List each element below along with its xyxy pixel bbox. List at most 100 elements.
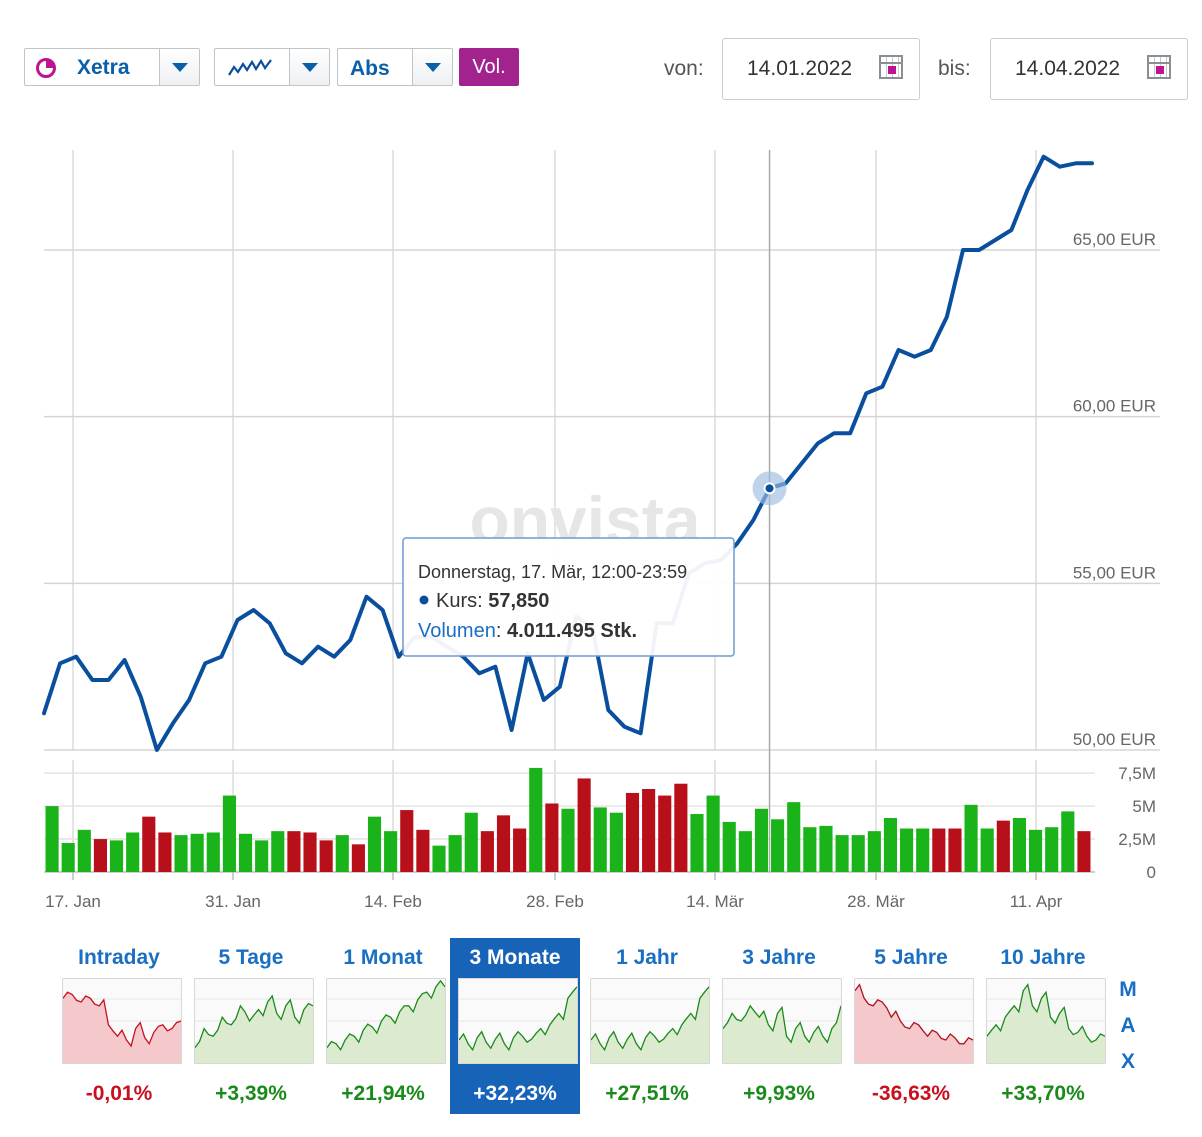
from-date-field[interactable]: 14.01.2022	[722, 38, 920, 100]
period-change: +27,51%	[605, 1082, 689, 1105]
period-tab[interactable]: 5 Jahre -36,63%	[846, 938, 976, 1114]
period-label: 5 Jahre	[874, 946, 948, 969]
volume-bar	[45, 806, 59, 872]
pie-chart-icon	[36, 58, 56, 78]
period-thumbnail	[590, 978, 710, 1064]
calendar-icon[interactable]	[879, 55, 903, 79]
chevron-down-icon[interactable]	[289, 49, 329, 85]
volume-bars	[45, 767, 1091, 872]
volume-bar	[303, 832, 317, 872]
chevron-down-icon[interactable]	[159, 49, 199, 85]
period-thumbnail	[854, 978, 974, 1064]
to-date-field[interactable]: 14.04.2022	[990, 38, 1188, 100]
period-change: +32,23%	[473, 1082, 557, 1105]
period-tab[interactable]: 10 Jahre +33,70%	[978, 938, 1108, 1114]
y-axis-labels: 50,00 EUR 55,00 EUR 60,00 EUR 65,00 EUR	[1073, 230, 1156, 749]
period-tab[interactable]: Intraday -0,01%	[54, 938, 184, 1114]
period-tab[interactable]: 3 Jahre +9,93%	[714, 938, 844, 1114]
volume-bar	[771, 819, 785, 872]
volume-bar	[238, 833, 253, 872]
volume-bar	[593, 807, 607, 872]
chart-toolbar: Xetra Abs Vol. von: 14.01.2022 bis: 14.0…	[0, 0, 1202, 110]
to-label: bis:	[938, 57, 971, 80]
exchange-dropdown[interactable]: Xetra	[24, 48, 200, 86]
volume-bar	[738, 831, 752, 872]
calendar-icon[interactable]	[1147, 55, 1171, 79]
scale-mode-dropdown[interactable]: Abs	[337, 48, 453, 86]
period-tab[interactable]: 5 Tage +3,39%	[186, 938, 316, 1114]
volume-bar	[867, 831, 881, 872]
volume-bar	[529, 767, 543, 872]
period-label: Intraday	[78, 946, 160, 969]
volume-bar	[335, 835, 349, 872]
volume-bar	[287, 831, 301, 872]
volume-bar	[367, 816, 382, 872]
volume-bar	[948, 828, 962, 872]
volume-bar	[787, 802, 801, 872]
volume-bar	[851, 835, 865, 872]
bullet-icon	[419, 595, 429, 605]
volume-bar	[190, 833, 204, 872]
highlight-point[interactable]	[763, 482, 776, 495]
period-label: 3 Monate	[469, 946, 561, 969]
price-line	[42, 154, 1094, 752]
tooltip-kurs-value: 57,850	[488, 590, 549, 612]
volume-bar	[964, 804, 978, 872]
volume-bar	[480, 831, 494, 872]
volume-bar	[464, 812, 478, 872]
volume-bar	[496, 815, 511, 872]
volume-bar	[174, 835, 188, 872]
x-tick-label: 14. Mär	[686, 892, 744, 911]
volume-bar	[819, 825, 833, 872]
tooltip: Donnerstag, 17. Mär, 12:00-23:59 Kurs: 5…	[402, 537, 735, 657]
period-tab[interactable]: 3 Monate +32,23%	[450, 938, 580, 1114]
period-label: 1 Jahr	[616, 946, 678, 969]
y-tick-label: 60,00 EUR	[1073, 397, 1156, 416]
volume-bar	[561, 808, 575, 872]
from-label: von:	[664, 57, 704, 80]
period-thumbnail	[458, 978, 578, 1064]
volume-bar	[690, 814, 704, 872]
chevron-down-icon[interactable]	[412, 49, 452, 85]
period-thumbnail	[62, 978, 182, 1064]
period-tab[interactable]: 1 Monat +21,94%	[318, 938, 448, 1114]
volume-toggle-button[interactable]: Vol.	[459, 48, 519, 86]
period-label: 3 Jahre	[742, 946, 816, 969]
volume-bar	[416, 829, 430, 872]
period-thumbnail	[326, 978, 446, 1064]
volume-bar	[1012, 817, 1027, 872]
period-change: -0,01%	[85, 1082, 153, 1105]
x-axis-labels: 17. Jan 31. Jan 14. Feb 28. Feb 14. Mär 28. M…	[45, 872, 1063, 911]
volume-bar	[255, 840, 269, 872]
volume-bar	[545, 803, 559, 872]
volume-bar	[642, 788, 656, 872]
y-tick-label: 55,00 EUR	[1073, 563, 1156, 582]
volume-bar	[722, 821, 736, 872]
x-tick-label: 28. Mär	[847, 892, 905, 911]
period-change: +3,39%	[215, 1082, 287, 1105]
volume-bar	[61, 843, 75, 872]
to-date-value: 14.04.2022	[1015, 57, 1121, 80]
period-selector: Intraday -0,01% 5 Tage +3,39% 1 Monat +21,94%…	[0, 938, 1202, 1128]
volume-bar	[803, 827, 817, 872]
volume-bar	[206, 832, 220, 872]
max-period-link[interactable]: M A X	[1119, 978, 1137, 1073]
volume-bar	[674, 783, 688, 872]
volume-bar	[222, 795, 236, 872]
volume-tick-label: 0	[1147, 863, 1156, 882]
volume-bar	[609, 812, 623, 872]
period-label: 5 Tage	[218, 946, 284, 969]
chart-type-dropdown[interactable]	[214, 48, 330, 86]
y-tick-label: 65,00 EUR	[1073, 230, 1156, 249]
period-change: +21,94%	[341, 1082, 425, 1105]
volume-tick-label: 2,5M	[1118, 830, 1156, 849]
y-tick-label: 50,00 EUR	[1073, 730, 1156, 749]
tooltip-date: Donnerstag, 17. Mär, 12:00-23:59	[418, 562, 687, 582]
x-tick-label: 31. Jan	[205, 892, 261, 911]
volume-bar	[126, 832, 140, 872]
period-tab[interactable]: 1 Jahr +27,51%	[582, 938, 712, 1114]
volume-bar	[835, 835, 849, 872]
volume-bar	[577, 778, 591, 872]
volume-bar	[658, 795, 672, 872]
